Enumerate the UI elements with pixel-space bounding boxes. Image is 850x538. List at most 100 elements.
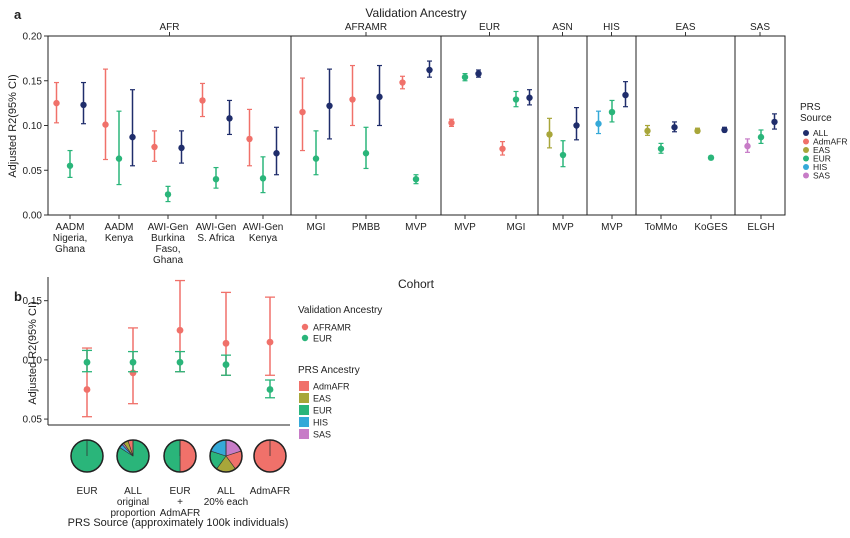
legend-b-label: EUR bbox=[313, 406, 333, 416]
data-point bbox=[526, 94, 533, 101]
cohort-label: Burkina bbox=[151, 233, 185, 244]
data-point-b bbox=[176, 326, 184, 334]
panel-b-xlabel: PRS Source (approximately 100k individua… bbox=[68, 517, 289, 529]
panel-label-a: a bbox=[14, 7, 22, 22]
legend-a-label: AdmAFR bbox=[813, 137, 847, 147]
facet-label: EUR bbox=[479, 22, 500, 33]
panel-a-ylabel: Adjusted R2(95% CI) bbox=[7, 74, 19, 177]
facet-label: SAS bbox=[750, 22, 770, 33]
data-point-b bbox=[176, 358, 184, 366]
y-tick-label-b: 0.05 bbox=[23, 415, 43, 426]
data-point bbox=[546, 131, 553, 138]
pie-slice bbox=[179, 439, 197, 473]
legend-a-swatch bbox=[803, 172, 809, 179]
cohort-label: MVP bbox=[552, 222, 574, 233]
pie-outline bbox=[116, 439, 150, 473]
source-label: AdmAFR bbox=[250, 486, 291, 497]
data-point-b bbox=[266, 386, 274, 393]
data-point bbox=[129, 133, 136, 141]
legend-b-label: SAS bbox=[313, 430, 331, 440]
cohort-label: MVP bbox=[454, 222, 476, 233]
data-point bbox=[246, 135, 253, 143]
data-point bbox=[151, 143, 158, 151]
data-point bbox=[53, 99, 60, 107]
legend-b-label: EAS bbox=[313, 394, 331, 404]
legend-b-validation-title: Validation Ancestry bbox=[298, 305, 382, 316]
facet-label: AFR bbox=[160, 22, 180, 33]
facet-panel bbox=[440, 35, 539, 216]
legend-b-swatch bbox=[299, 417, 309, 427]
pie-chart bbox=[163, 439, 197, 473]
cohort-label: AWI-Gen bbox=[243, 222, 284, 233]
cohort-label: MGI bbox=[307, 222, 326, 233]
cohort-label: Kenya bbox=[105, 233, 134, 244]
data-point bbox=[426, 66, 433, 74]
data-point bbox=[559, 151, 567, 159]
legend-a-swatch bbox=[803, 147, 809, 153]
legend-b-swatch bbox=[299, 381, 309, 391]
cohort-label: MGI bbox=[507, 222, 526, 233]
legend-b-label: HIS bbox=[313, 418, 328, 428]
data-point bbox=[226, 115, 233, 122]
data-point bbox=[757, 133, 765, 141]
panel-label-b: b bbox=[14, 289, 22, 304]
legend-b-swatch bbox=[299, 429, 309, 439]
data-point bbox=[164, 191, 172, 198]
data-point-b bbox=[83, 386, 91, 393]
data-point bbox=[744, 142, 751, 150]
data-point bbox=[771, 118, 778, 126]
data-point bbox=[657, 145, 665, 152]
data-point bbox=[573, 122, 580, 129]
cohort-label: Nigeria, bbox=[53, 233, 87, 244]
source-label: 20% each bbox=[204, 497, 248, 508]
cohort-label: AADM bbox=[105, 222, 134, 233]
legend-a-swatch bbox=[803, 138, 809, 145]
legend-a-label: HIS bbox=[813, 162, 828, 172]
pie-outline bbox=[253, 439, 287, 473]
facet-label: HIS bbox=[603, 22, 620, 33]
facet-label: ASN bbox=[552, 22, 573, 33]
panel-a-xlabel: Cohort bbox=[398, 277, 435, 291]
data-point-b bbox=[83, 358, 91, 366]
data-point bbox=[671, 124, 678, 131]
cohort-label: ELGH bbox=[747, 222, 774, 233]
legend-a-title: Source bbox=[800, 113, 832, 124]
cohort-label: MVP bbox=[405, 222, 427, 233]
legend-b-label: AdmAFR bbox=[313, 382, 350, 392]
data-point bbox=[608, 108, 616, 116]
data-point bbox=[399, 79, 406, 86]
y-tick-label-a: 0.00 bbox=[23, 211, 43, 222]
source-label: AdmAFR bbox=[160, 508, 201, 519]
pie-chart bbox=[253, 439, 287, 473]
facet-panel bbox=[290, 35, 442, 216]
data-point bbox=[115, 155, 123, 162]
y-tick-label-b: 0.10 bbox=[23, 355, 43, 366]
pie-chart bbox=[116, 439, 150, 473]
source-label: ALL bbox=[217, 486, 235, 497]
legend-b-label: EUR bbox=[313, 334, 333, 344]
data-point bbox=[178, 144, 185, 152]
cohort-label: S. Africa bbox=[197, 233, 235, 244]
source-label: ALL bbox=[124, 486, 142, 497]
cohort-label: AWI-Gen bbox=[148, 222, 189, 233]
data-point-b bbox=[222, 361, 230, 369]
facet-panel bbox=[47, 35, 292, 216]
pie-chart bbox=[209, 439, 243, 473]
pie-outline bbox=[209, 439, 243, 473]
cohort-label: Ghana bbox=[153, 255, 183, 266]
pie-outline bbox=[163, 439, 197, 473]
facet-panel bbox=[635, 35, 736, 216]
data-point bbox=[512, 96, 520, 103]
source-label: EUR bbox=[76, 486, 97, 497]
data-point bbox=[448, 119, 455, 127]
cohort-label: PMBB bbox=[352, 222, 381, 233]
pie-outline bbox=[70, 439, 104, 473]
data-point bbox=[349, 96, 356, 103]
legend-a-swatch bbox=[803, 155, 809, 162]
cohort-label: Faso, bbox=[155, 244, 180, 255]
y-tick-label-a: 0.05 bbox=[23, 166, 43, 177]
facet-panel bbox=[734, 35, 786, 216]
legend-a-label: ALL bbox=[813, 128, 828, 138]
data-point bbox=[707, 154, 715, 161]
data-point bbox=[80, 101, 87, 109]
